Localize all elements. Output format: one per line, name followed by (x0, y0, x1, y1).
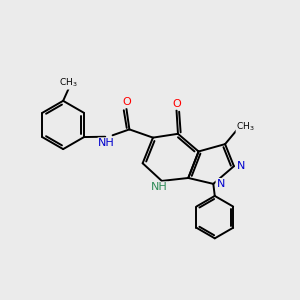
Text: CH$_3$: CH$_3$ (236, 120, 255, 133)
Text: NH: NH (98, 138, 115, 148)
Text: O: O (172, 99, 181, 109)
Text: NH: NH (151, 182, 167, 192)
Text: N: N (237, 161, 245, 171)
Text: CH$_3$: CH$_3$ (59, 76, 78, 89)
Text: O: O (122, 97, 131, 107)
Text: N: N (217, 179, 225, 189)
